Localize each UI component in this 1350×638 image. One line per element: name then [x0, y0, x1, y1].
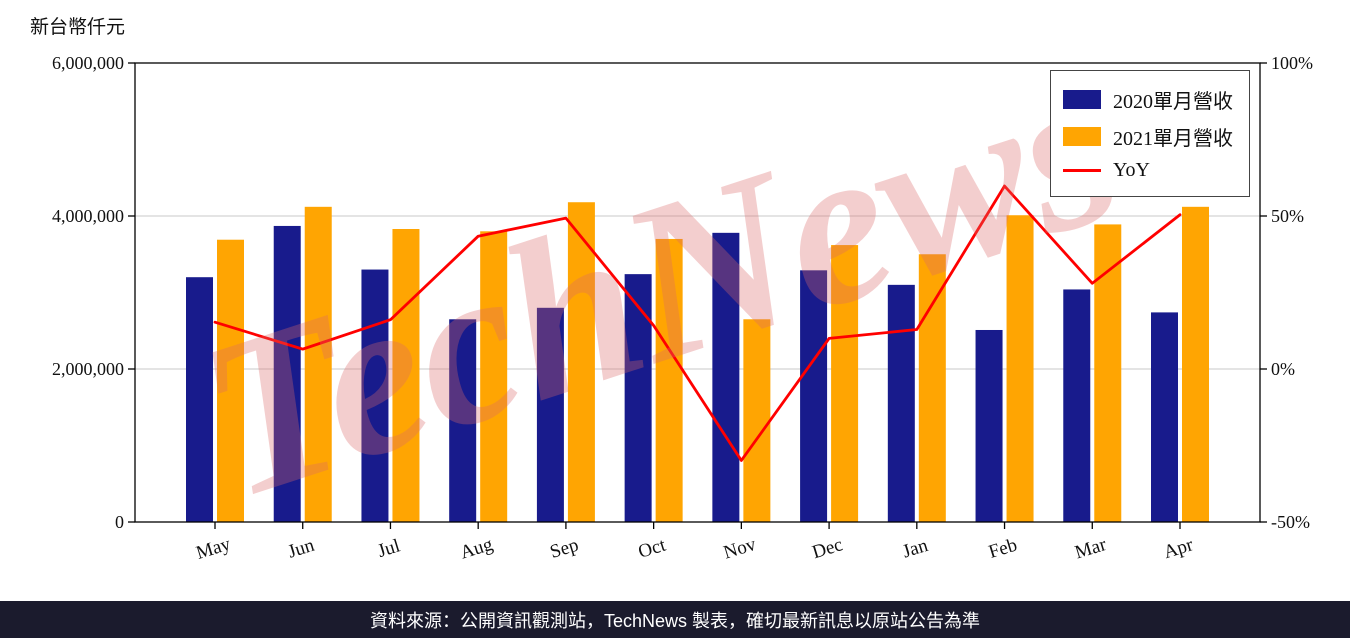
bar-2020單月營收-Jul — [361, 269, 389, 522]
x-tick-label-Feb: Feb — [986, 535, 1019, 563]
x-tick-label-Dec: Dec — [810, 534, 845, 563]
bar-2021單月營收-Apr — [1182, 206, 1209, 522]
yoy-line — [213, 184, 1182, 462]
bar-2020單月營收-Sep — [536, 307, 564, 522]
bar-2021單月營收-May — [217, 239, 244, 522]
bar-2021單月營收-Dec — [831, 245, 859, 522]
x-tick-label-Mar: Mar — [1072, 534, 1109, 564]
bar-2020單月營收-Jan — [887, 284, 915, 522]
bar-2020單月營收-Dec — [800, 270, 828, 522]
x-tick-label-Sep: Sep — [548, 535, 581, 563]
bar-2020單月營收-Mar — [1063, 289, 1091, 522]
source-footer-bar: 資料來源：公開資訊觀測站，TechNews 製表，確切最新訊息以原站公告為準 — [0, 601, 1350, 638]
left-tick-label: 0 — [115, 512, 124, 532]
bar-2020單月營收-Oct — [624, 274, 652, 522]
x-tick-label-Jun: Jun — [285, 535, 317, 563]
left-tick-label: 2,000,000 — [52, 359, 124, 379]
x-tick-label-Nov: Nov — [721, 534, 759, 564]
source-footer-text: 資料來源：公開資訊觀測站，TechNews 製表，確切最新訊息以原站公告為準 — [369, 610, 981, 631]
right-tick-label: -50% — [1271, 512, 1310, 532]
legend-label-yoy: YoY — [1113, 159, 1150, 181]
bar-2021單月營收-Jun — [304, 206, 332, 522]
bar-2021單月營收-Mar — [1094, 224, 1122, 523]
legend-item-yoy: YoY — [1063, 155, 1233, 186]
x-tick-label-Jan: Jan — [900, 535, 931, 563]
bar-2020單月營收-Jun — [273, 225, 301, 522]
bar-2020單月營收-Apr — [1151, 312, 1178, 522]
bar-2021單月營收-Nov — [743, 319, 771, 522]
left-tick-label: 6,000,000 — [52, 53, 124, 73]
bar-2021單月營收-Jan — [918, 254, 946, 522]
legend-swatch-2020 — [1063, 90, 1101, 109]
legend-item-2020: 2020單月營收 — [1063, 81, 1233, 118]
right-tick-label: 0% — [1271, 359, 1295, 379]
legend-item-2021: 2021單月營收 — [1063, 118, 1233, 155]
bar-2021單月營收-Jul — [392, 229, 420, 522]
bar-2020單月營收-Nov — [712, 232, 740, 522]
x-tick-label-Jul: Jul — [375, 535, 402, 562]
chart-legend: 2020單月營收 2021單月營收 YoY — [1050, 70, 1250, 197]
revenue-yoy-chart: 0 2,000,000 4,000,000 6,000,000 -50% 0% 50% 100… — [52, 53, 1313, 564]
x-tick-label-Aug: Aug — [458, 534, 496, 564]
legend-label-2021: 2021單月營收 — [1113, 128, 1233, 150]
plot-border — [134, 62, 1261, 523]
legend-swatch-2021 — [1063, 127, 1101, 146]
x-tick-label-Apr: Apr — [1161, 534, 1196, 563]
bar-2020單月營收-Aug — [449, 319, 477, 522]
bar-2020單月營收-Feb — [975, 329, 1003, 522]
x-tick-label-Oct: Oct — [636, 534, 669, 562]
legend-label-2020: 2020單月營收 — [1113, 91, 1233, 113]
right-tick-label: 100% — [1271, 53, 1313, 73]
legend-swatch-yoy — [1063, 169, 1101, 172]
bar-2021單月營收-Feb — [1006, 215, 1034, 523]
x-tick-label-May: May — [194, 533, 234, 563]
bar-2021單月營收-Oct — [655, 238, 683, 522]
left-tick-label: 4,000,000 — [52, 206, 124, 226]
y-axis-unit-label: 新台幣仟元 — [30, 17, 126, 38]
bar-2021單月營收-Sep — [567, 202, 595, 523]
right-tick-label: 50% — [1271, 206, 1304, 226]
bar-2021單月營收-Aug — [480, 231, 508, 523]
bar-2020單月營收-May — [186, 277, 213, 522]
